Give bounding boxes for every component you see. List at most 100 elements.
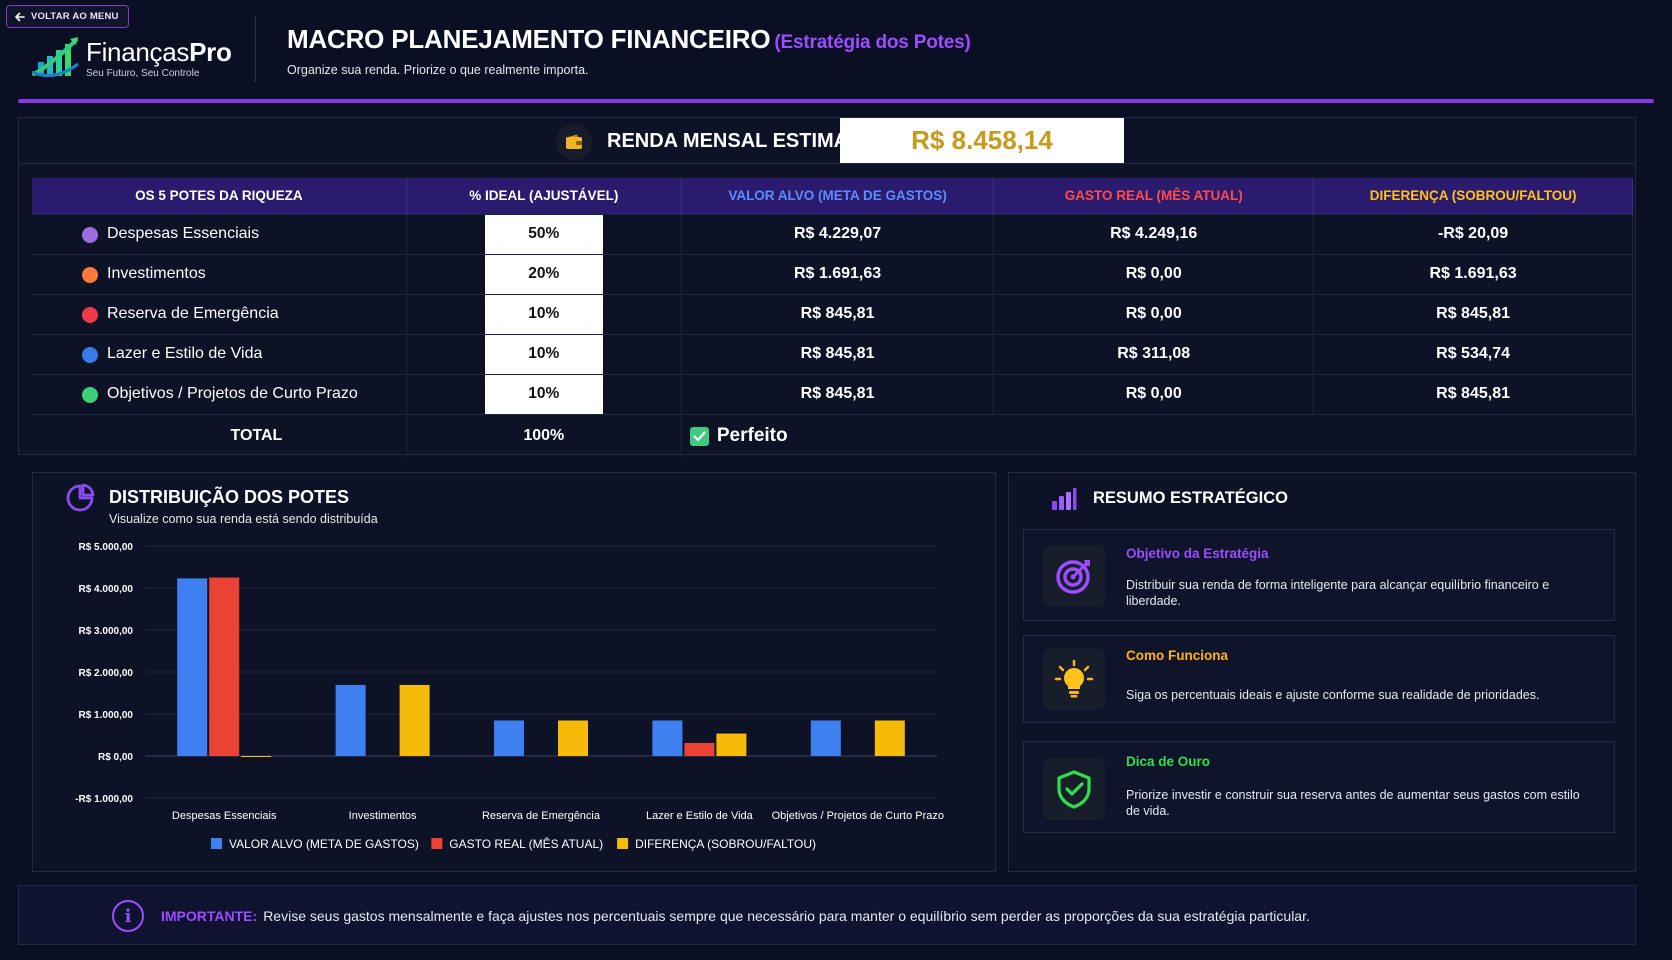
- pie-chart-icon: [66, 483, 95, 512]
- footer-text: IMPORTANTE: Revise seus gastos mensalment…: [161, 908, 1310, 924]
- diff-value: R$ 534,74: [1313, 333, 1633, 374]
- diff-value: -R$ 20,09: [1313, 213, 1633, 254]
- x-tick-label: Objetivos / Projetos de Curto Prazo: [772, 810, 944, 822]
- footer-message: Revise seus gastos mensalmente e faça aj…: [263, 908, 1310, 924]
- check-icon: [689, 426, 709, 446]
- pct-input[interactable]: 10%: [484, 334, 603, 374]
- card-title: Como Funciona: [1126, 648, 1228, 663]
- legend-swatch: [431, 838, 443, 849]
- x-tick-label: Reserva de Emergência: [482, 810, 601, 822]
- table-row: Reserva de Emergência 10% R$ 845,81 R$ 0…: [32, 293, 1633, 334]
- income-label: RENDA MENSAL ESTIMADA:: [607, 130, 884, 152]
- chart-title: DISTRIBUIÇÃO DOS POTES: [109, 487, 350, 507]
- bar: [684, 742, 715, 756]
- legend-swatch: [211, 838, 222, 849]
- pote-name: Despesas Essenciais: [107, 225, 260, 242]
- pct-input[interactable]: 50%: [484, 214, 603, 254]
- x-tick-label: Lazer e Estilo de Vida: [646, 810, 754, 822]
- summary-card-como-funciona: Como Funciona Siga os percentuais ideais…: [1023, 635, 1615, 723]
- bar-chart-icon: [1052, 488, 1077, 510]
- alvo-value: R$ 1.691,63: [681, 253, 995, 294]
- wallet-icon: [556, 124, 592, 160]
- card-title: Objetivo da Estratégia: [1126, 546, 1269, 561]
- dot-icon: [82, 386, 98, 403]
- table-row: Lazer e Estilo de Vida 10% R$ 845,81 R$ …: [32, 333, 1633, 374]
- table-row: Investimentos 20% R$ 1.691,63 R$ 0,00 R$…: [32, 253, 1633, 294]
- header-alvo: VALOR ALVO (META DE GASTOS): [681, 178, 995, 214]
- card-text: Distribuir sua renda de forma inteligent…: [1126, 578, 1550, 608]
- pote-name: Investimentos: [107, 265, 206, 282]
- bar: [177, 578, 208, 756]
- pct-input[interactable]: 10%: [484, 374, 603, 414]
- header: VOLTAR AO MENU FinançasPro Seu Futuro, S…: [0, 0, 1672, 104]
- bar-chart: R$ 5.000,00 R$ 4.000,00 R$ 3.000,00 R$ 2.00…: [75, 542, 944, 851]
- bar: [494, 720, 524, 756]
- footer-notice: i IMPORTANTE: Revise seus gastos mensalme…: [18, 885, 1636, 945]
- back-to-menu-label: VOLTAR AO MENU: [31, 11, 119, 22]
- income-row: RENDA MENSAL ESTIMADA: R$ 8.458,14: [18, 117, 1636, 163]
- diff-value: R$ 845,81: [1313, 293, 1633, 334]
- alvo-value: R$ 4.229,07: [681, 213, 995, 254]
- status-indicator: Perfeito: [682, 425, 1633, 447]
- bar: [652, 720, 683, 756]
- bar: [558, 720, 588, 756]
- logo-tagline: Seu Futuro, Seu Controle: [86, 67, 200, 79]
- summary-panel: RESUMO ESTRATÉGICO Objetivo da Estratégi…: [1008, 472, 1636, 872]
- shield-check-icon: [1043, 758, 1105, 820]
- bar: [716, 733, 747, 756]
- logo: FinançasPro Seu Futuro, Seu Controle: [32, 34, 232, 82]
- bar: [335, 684, 366, 756]
- back-to-menu-button[interactable]: VOLTAR AO MENU: [6, 5, 129, 28]
- page-title: MACRO PLANEJAMENTO FINANCEIRO (Estratégia…: [287, 24, 971, 54]
- y-tick-label: R$ 5.000,00: [79, 542, 134, 553]
- y-tick-label: R$ 4.000,00: [79, 584, 134, 595]
- arrow-left-icon: [15, 12, 25, 21]
- gasto-value: R$ 0,00: [993, 253, 1315, 294]
- y-tick-label: R$ 2.000,00: [79, 668, 134, 679]
- pote-name: Reserva de Emergência: [107, 305, 279, 322]
- legend-label: DIFERENÇA (SOBROU/FALTOU): [635, 837, 816, 851]
- total-pct: 100%: [406, 413, 682, 458]
- bar: [874, 720, 905, 756]
- header-gasto: GASTO REAL (MÊS ATUAL): [993, 178, 1315, 214]
- dot-icon: [82, 306, 98, 323]
- gasto-value: R$ 4.249,16: [993, 213, 1315, 254]
- dot-icon: [82, 346, 98, 363]
- bar: [241, 756, 272, 757]
- chart-panel: DISTRIBUIÇÃO DOS POTES Visualize como su…: [32, 472, 996, 872]
- dot-icon: [82, 226, 98, 243]
- legend-label: VALOR ALVO (META DE GASTOS): [229, 837, 419, 851]
- total-row: TOTAL 100% Perfeito: [32, 413, 1633, 458]
- potes-table-panel: OS 5 POTES DA RIQUEZA % IDEAL (AJUSTÁVEL…: [18, 163, 1636, 458]
- alvo-value: R$ 845,81: [681, 333, 995, 374]
- table-row: Despesas Essenciais 50% R$ 4.229,07 R$ 4…: [32, 213, 1633, 254]
- income-value-input[interactable]: R$ 8.458,14: [840, 118, 1124, 163]
- x-tick-label: Investimentos: [349, 810, 417, 822]
- gasto-value: R$ 311,08: [993, 333, 1315, 374]
- header-accent-line: [18, 99, 1654, 103]
- legend-swatch: [617, 838, 629, 849]
- pct-input[interactable]: 10%: [484, 294, 603, 334]
- dot-icon: [82, 266, 98, 283]
- y-tick-label: -R$ 1.000,00: [75, 794, 133, 805]
- status-label: Perfeito: [716, 425, 788, 447]
- lightbulb-icon: [1043, 648, 1105, 710]
- table-row: Objetivos / Projetos de Curto Prazo 10% …: [32, 373, 1633, 414]
- bar: [209, 577, 240, 756]
- diff-value: R$ 1.691,63: [1313, 253, 1633, 294]
- pct-input[interactable]: 20%: [484, 254, 603, 294]
- potes-table: OS 5 POTES DA RIQUEZA % IDEAL (AJUSTÁVEL…: [32, 178, 1633, 458]
- pote-name: Objetivos / Projetos de Curto Prazo: [107, 385, 358, 402]
- gasto-value: R$ 0,00: [993, 373, 1315, 414]
- summary-card-objetivo: Objetivo da Estratégia Distribuir sua re…: [1023, 529, 1615, 621]
- header-potes: OS 5 POTES DA RIQUEZA: [32, 178, 407, 214]
- y-tick-label: R$ 3.000,00: [79, 626, 134, 637]
- header-diff: DIFERENÇA (SOBROU/FALTOU): [1313, 178, 1633, 214]
- chart-subtitle: Visualize como sua renda está sendo dist…: [109, 512, 378, 526]
- page-subtitle: Organize sua renda. Priorize o que realm…: [287, 63, 589, 77]
- card-title: Dica de Ouro: [1126, 754, 1211, 769]
- summary-card-dica-de-ouro: Dica de Ouro Priorize investir e constru…: [1023, 741, 1615, 833]
- bar: [810, 720, 841, 756]
- important-label: IMPORTANTE:: [161, 908, 258, 924]
- card-text: Priorize investir e construir sua reserv…: [1126, 788, 1580, 818]
